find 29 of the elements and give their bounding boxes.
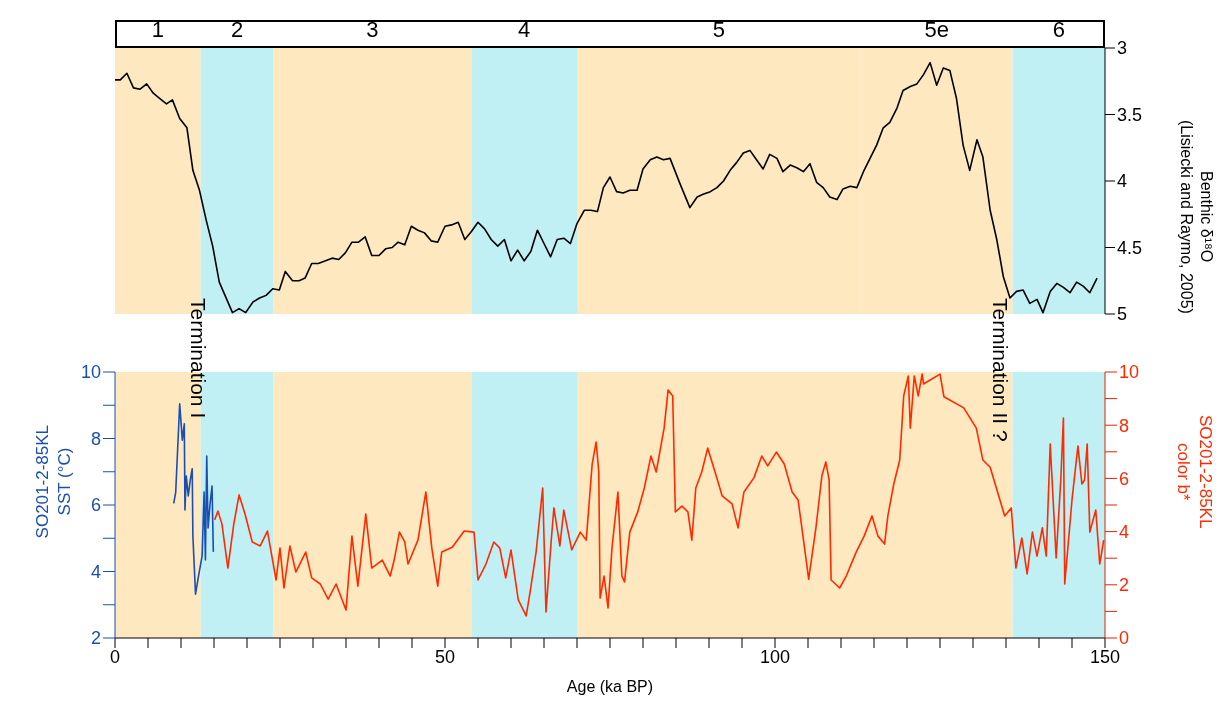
y-tick-label: 2	[90, 628, 101, 649]
band-label: 6	[1051, 17, 1066, 43]
annotation: Termination II ?	[988, 298, 1012, 442]
x-axis-title: Age (ka BP)	[565, 678, 655, 696]
y-tick-label: 3.5	[1117, 104, 1143, 125]
y-axis-title: Benthic δ¹⁸O (Lisiecki and Raymo, 2005)	[1177, 120, 1216, 314]
x-tick-label: 150	[1089, 646, 1121, 667]
y-tick-label: 8	[90, 428, 101, 449]
y-axis-title: SO201-2-85KL SST (°C)	[32, 425, 75, 539]
band-label: 5	[711, 17, 726, 43]
line-series	[172, 403, 215, 595]
band-label: 1	[150, 17, 165, 43]
x-tick-label: 50	[434, 646, 456, 667]
band-label: 4	[517, 17, 532, 43]
y-tick-label: 6	[90, 495, 101, 516]
band-label: 2	[229, 17, 245, 43]
y-tick-label: 5	[1117, 304, 1128, 325]
y2-tick-label: 0	[1119, 628, 1130, 649]
band-label: 3	[365, 17, 380, 43]
y-tick-label: 3	[1117, 38, 1128, 59]
x-tick-label: 100	[759, 646, 791, 667]
y-tick-label: 10	[80, 362, 101, 383]
y-tick-label: 4	[1117, 171, 1128, 192]
band-label: 5e	[923, 17, 950, 43]
annotation: Termination I	[186, 298, 210, 419]
x-tick-label: 0	[109, 646, 121, 667]
y-tick-label: 4.5	[1117, 237, 1143, 258]
y2-axis-title: SO201-2-85KL color b*	[1173, 415, 1216, 529]
y-tick-label: 4	[90, 561, 101, 582]
